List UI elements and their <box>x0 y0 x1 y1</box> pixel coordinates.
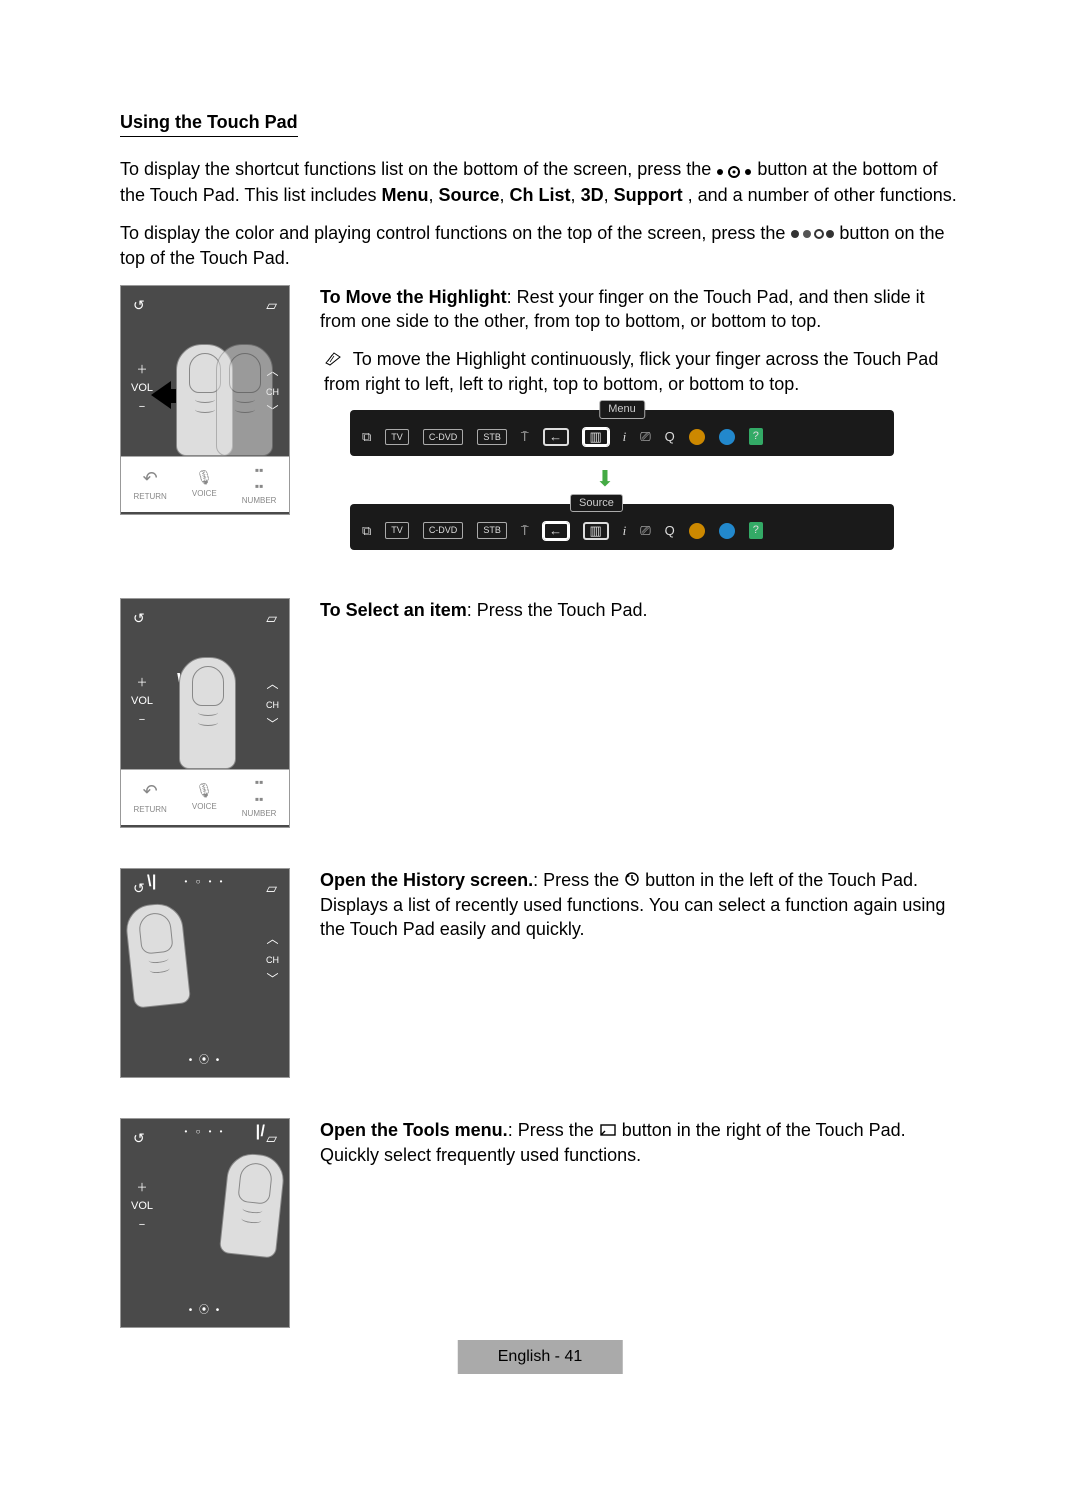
history-button-icon <box>624 869 640 893</box>
tap-lines-icon: \ | <box>147 871 154 893</box>
bottom-dots-icon: • ⦿ • <box>189 1304 222 1318</box>
support-word: Support <box>614 185 683 205</box>
vol-area: ＋VOL− <box>131 361 153 417</box>
finger-illustration-ghost <box>216 344 273 456</box>
pill-tv: TV <box>385 522 409 538</box>
tap-lines-icon: | / <box>256 1121 263 1143</box>
remote-bottom-row: ↶RETURN 🎙VOICE ▪▪▪▪NUMBER <box>121 769 289 825</box>
history-icon: ↺ <box>133 296 145 315</box>
apps-icon: ⧉ <box>362 428 371 446</box>
tools-icon: ▱ <box>266 879 277 898</box>
text: : Press the <box>533 870 624 890</box>
menu-shortcut-bar-1: Menu ⧉ TV C-DVD STB ⍑ ← ▥ i ⎚ Q ? <box>350 410 894 456</box>
return-button: ↶RETURN <box>134 466 167 503</box>
apps-icon: ⧉ <box>362 522 371 540</box>
select-row: ↺ ▱ ＋VOL− ︿CH﹀ \ | / ↶RETURN 🎙VOICE ▪▪▪▪… <box>120 598 960 828</box>
finger-illustration <box>179 657 236 769</box>
remote-illustration-move: ↺ ▱ ＋VOL− ︿CH﹀ ↶RETURN 🎙VOICE ▪▪▪▪NUMBER <box>120 285 290 515</box>
intro-paragraph-2: To display the color and playing control… <box>120 221 960 271</box>
menu-icon-highlight: ▥ <box>583 428 609 446</box>
remote-illustration-tools: ↺ | / ▱ • ○ • • ＋VOL− • ⦿ • <box>120 1118 290 1328</box>
pill-tv: TV <box>385 429 409 445</box>
tools-label: Open the Tools menu. <box>320 1120 508 1140</box>
source-word: Source <box>439 185 500 205</box>
remote-bottom-row: ↶RETURN 🎙VOICE ▪▪▪▪NUMBER <box>121 456 289 512</box>
help-icon: ? <box>749 522 763 539</box>
search-icon: Q <box>665 428 675 446</box>
history-icon: ↺ <box>133 609 145 628</box>
shortcut-bottom-icon <box>716 158 752 182</box>
pill-stb: STB <box>477 522 507 538</box>
menu-shortcut-bar-2: Source ⧉ TV C-DVD STB ⍑ ← ▥ i ⎚ Q ? <box>350 504 894 550</box>
text: , and a number of other functions. <box>688 185 957 205</box>
voice-button: 🎙VOICE <box>192 781 217 813</box>
move-note: To move the Highlight continuously, flic… <box>324 349 938 393</box>
antenna-icon: ⍑ <box>521 522 529 540</box>
bottom-dots-icon: • ⦿ • <box>189 1054 222 1068</box>
tools-icon: ▱ <box>266 296 277 315</box>
pill-stb: STB <box>477 429 507 445</box>
arrow-left-icon <box>151 381 171 409</box>
vol-area: ＋VOL− <box>131 674 153 730</box>
status-dot-2 <box>719 523 735 539</box>
status-dot-1 <box>689 523 705 539</box>
finger-illustration <box>124 901 191 1008</box>
color-dots-icon <box>790 222 834 246</box>
text: To display the shortcut functions list o… <box>120 159 716 179</box>
select-text: : Press the Touch Pad. <box>467 600 648 620</box>
info-icon: i <box>623 428 627 446</box>
move-highlight-row: ↺ ▱ ＋VOL− ︿CH﹀ ↶RETURN 🎙VOICE ▪▪▪▪NUMBER… <box>120 285 960 558</box>
source-icon: ← <box>543 428 569 446</box>
pill-cdvd: C-DVD <box>423 429 464 445</box>
text: : Press the <box>508 1120 599 1140</box>
history-label: Open the History screen. <box>320 870 533 890</box>
finger-illustration <box>219 1151 286 1258</box>
move-highlight-text: To Move the Highlight: Rest your finger … <box>320 285 960 558</box>
menu-label: Menu <box>599 400 645 419</box>
remote-illustration-history: ↺ \ | ▱ • ○ • • ︿CH﹀ • ⦿ • <box>120 868 290 1078</box>
vol-area: ＋VOL− <box>131 1179 153 1235</box>
history-icon: ↺ <box>133 879 145 898</box>
history-row: ↺ \ | ▱ • ○ • • ︿CH﹀ • ⦿ • Open the Hist… <box>120 868 960 1078</box>
voice-button: 🎙VOICE <box>192 468 217 500</box>
icon-row: ⧉ TV C-DVD STB ⍑ ← ▥ i ⎚ Q ? <box>362 522 882 540</box>
select-label: To Select an item <box>320 600 467 620</box>
remote-illustration-select: ↺ ▱ ＋VOL− ︿CH﹀ \ | / ↶RETURN 🎙VOICE ▪▪▪▪… <box>120 598 290 828</box>
tools-button-icon <box>599 1119 617 1143</box>
info-icon: i <box>623 522 627 540</box>
text: To display the color and playing control… <box>120 223 790 243</box>
move-label: To Move the Highlight <box>320 287 507 307</box>
chlist-icon: ⎚ <box>640 522 650 540</box>
intro-paragraph-1: To display the shortcut functions list o… <box>120 157 960 207</box>
tools-icon: ▱ <box>266 1129 277 1148</box>
history-icon: ↺ <box>133 1129 145 1148</box>
top-dots-icon: • ○ • • <box>185 1127 226 1138</box>
return-button: ↶RETURN <box>134 779 167 816</box>
chlist-word: Ch List <box>510 185 571 205</box>
icon-row: ⧉ TV C-DVD STB ⍑ ← ▥ i ⎚ Q ? <box>362 428 882 446</box>
number-button: ▪▪▪▪NUMBER <box>242 774 277 819</box>
status-dot-2 <box>719 429 735 445</box>
antenna-icon: ⍑ <box>521 428 529 446</box>
ch-area: ︿CH﹀ <box>266 929 279 990</box>
menu-word: Menu <box>381 185 428 205</box>
source-icon-highlight: ← <box>543 522 569 540</box>
tools-icon: ▱ <box>266 609 277 628</box>
3d-word: 3D <box>581 185 604 205</box>
ch-area: ︿CH﹀ <box>266 674 279 735</box>
top-dots-icon: • ○ • • <box>185 877 226 888</box>
chlist-icon: ⎚ <box>640 428 650 446</box>
status-dot-1 <box>689 429 705 445</box>
note-icon <box>324 349 342 373</box>
menu-icon: ▥ <box>583 522 609 540</box>
source-label: Source <box>570 494 623 513</box>
tools-row: ↺ | / ▱ • ○ • • ＋VOL− • ⦿ • Open the Too… <box>120 1118 960 1328</box>
number-button: ▪▪▪▪NUMBER <box>242 462 277 507</box>
pill-cdvd: C-DVD <box>423 522 464 538</box>
help-icon: ? <box>749 428 763 445</box>
down-arrow-icon: ⬇ <box>596 464 614 494</box>
search-icon: Q <box>665 522 675 540</box>
page-footer: English - 41 <box>458 1340 623 1374</box>
section-title: Using the Touch Pad <box>120 110 298 137</box>
